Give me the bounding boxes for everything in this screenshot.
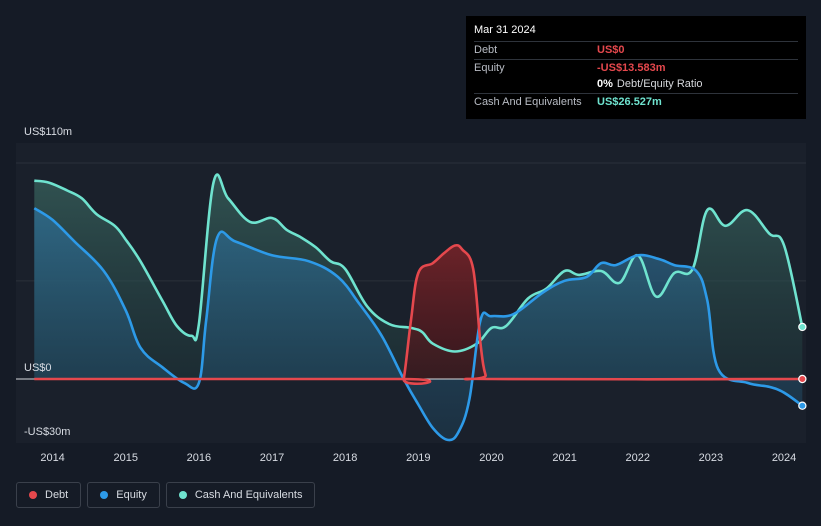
cash-and-equivalents-line	[34, 173, 804, 353]
x-tick-label: 2014	[40, 452, 64, 464]
tooltip-date: Mar 31 2024	[474, 24, 536, 36]
tooltip-label: Cash And Equivalents	[474, 95, 582, 108]
tooltip-value: US$26.527m	[597, 95, 662, 108]
tooltip-label: Debt	[474, 44, 498, 57]
x-tick-label: 2021	[552, 452, 576, 464]
data-tooltip: Mar 31 2024 Debt US$0 Equity -US$13.583m…	[466, 16, 806, 119]
tooltip-value: -US$13.583m	[597, 61, 666, 74]
equity-line	[33, 207, 804, 442]
series-lines	[33, 173, 804, 442]
equity-area	[34, 208, 803, 441]
tooltip-value: US$0	[597, 44, 625, 57]
x-tick-label: 2019	[406, 452, 430, 464]
legend-item-cash[interactable]: Cash And Equivalents	[165, 482, 316, 508]
x-tick-label: 2020	[479, 452, 503, 464]
x-tick-label: 2023	[699, 452, 723, 464]
y-tick-bottom: -US$30m	[24, 426, 70, 438]
tooltip-row-ratio: 0% Debt/Equity Ratio	[474, 76, 798, 93]
equity-endpoint	[798, 401, 807, 410]
tooltip-row-cash: Cash And Equivalents US$26.527m	[474, 92, 798, 111]
x-tick-label: 2015	[113, 452, 137, 464]
x-tick-label: 2016	[187, 452, 211, 464]
tooltip-label: Equity	[474, 61, 505, 74]
series-endpoints	[798, 322, 807, 410]
tooltip-row-debt: Debt US$0	[474, 41, 798, 59]
x-tick-label: 2024	[772, 452, 796, 464]
y-axis-labels: US$110m US$0 -US$30m	[24, 126, 72, 438]
legend-label: Cash And Equivalents	[194, 489, 303, 501]
x-axis-labels: 2014 2015 2016 2017 2018 2019 2020 2021 2022 2023…	[40, 452, 796, 464]
legend-label: Debt	[45, 489, 69, 501]
tooltip-row-equity: Equity -US$13.583m	[474, 58, 798, 77]
tooltip-ratio-label: Debt/Equity Ratio	[616, 78, 703, 91]
legend-label: Equity	[116, 489, 147, 501]
debt-area	[34, 245, 803, 384]
legend: Debt Equity Cash And Equivalents	[16, 482, 316, 508]
x-tick-label: 2018	[333, 452, 357, 464]
series-areas	[34, 174, 803, 441]
legend-item-equity[interactable]: Equity	[87, 482, 160, 508]
debt-line	[34, 243, 803, 386]
legend-item-debt[interactable]: Debt	[16, 482, 82, 508]
cash-and-equivalents-endpoint	[798, 322, 807, 332]
legend-dot-icon	[29, 491, 37, 499]
x-tick-label: 2022	[626, 452, 650, 464]
y-tick-top: US$110m	[24, 126, 72, 138]
legend-dot-icon	[100, 491, 109, 499]
y-tick-zero: US$0	[24, 362, 52, 374]
tooltip-value: 0%	[597, 78, 613, 91]
debt-endpoint	[798, 374, 807, 384]
legend-dot-icon	[178, 491, 187, 499]
x-tick-label: 2017	[260, 452, 284, 464]
